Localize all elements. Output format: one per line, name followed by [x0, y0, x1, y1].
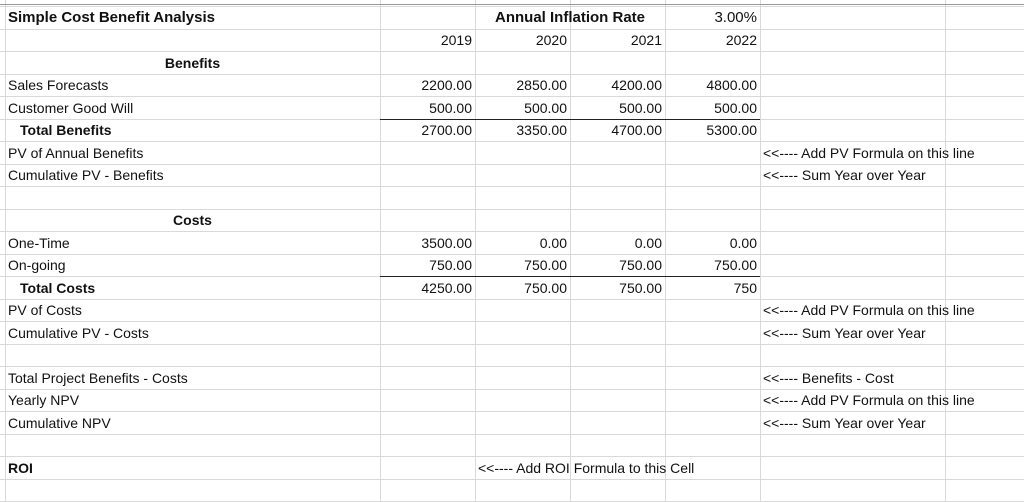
cell: 2020: [535, 32, 567, 48]
cell: 5300.00: [706, 122, 757, 138]
grid-line: [0, 186, 1024, 187]
cell: ROI: [8, 459, 33, 476]
cell: 2850.00: [516, 77, 567, 93]
grid-line: [5, 0, 6, 502]
cell: 4800.00: [706, 77, 757, 93]
grid-line: [0, 4, 1024, 5]
grid-line: [0, 343, 1024, 345]
cell: 750.00: [714, 257, 757, 273]
cell: Yearly NPV: [8, 392, 80, 408]
grid-line: [945, 0, 946, 502]
cell: PV of Annual Benefits: [8, 144, 144, 161]
cell: <<---- Sum Year over Year: [763, 167, 926, 183]
cell: 750.00: [429, 257, 472, 273]
grid-line: [665, 0, 666, 502]
cell: 750.00: [524, 279, 567, 296]
cell: <<---- Add PV Formula on this line: [763, 302, 975, 318]
cell: Cumulative PV - Benefits: [8, 167, 164, 183]
cell: 500.00: [524, 99, 567, 116]
cell: <<---- Add ROI Formula to this Cell: [478, 459, 695, 476]
cell: 500.00: [429, 99, 472, 116]
border-line: [380, 276, 760, 277]
cell: PV of Costs: [8, 302, 82, 318]
grid-line: [380, 0, 381, 502]
grid-line: [0, 298, 1024, 300]
cell: Annual Inflation Rate: [495, 8, 645, 26]
cell: 2700.00: [421, 122, 472, 138]
cell: 3500.00: [421, 234, 472, 251]
grid-line: [0, 411, 1024, 412]
grid-line: [0, 96, 1024, 97]
grid-line: [0, 208, 1024, 210]
cell: 0.00: [539, 234, 567, 251]
grid-line: [0, 51, 1024, 52]
cell: <<---- Add PV Formula on this line: [763, 144, 975, 161]
cell: 4250.00: [421, 279, 472, 296]
cell: 3350.00: [516, 122, 567, 138]
grid-line: [475, 0, 476, 502]
cell: 750.00: [524, 257, 567, 273]
cell: 2021: [630, 32, 662, 48]
cell: Costs: [173, 212, 212, 228]
cell: Sales Forecasts: [8, 77, 109, 93]
grid-line: [760, 0, 761, 502]
cell: On-going: [8, 257, 66, 273]
grid-line: [0, 321, 1024, 322]
grid-line: [0, 366, 1024, 367]
cell: 500.00: [619, 99, 662, 116]
cell: Total Benefits: [20, 122, 112, 138]
cell: Cumulative NPV: [8, 414, 111, 431]
grid-line: [0, 28, 1024, 30]
cell: <<---- Sum Year over Year: [763, 324, 926, 341]
grid-line: [0, 433, 1024, 435]
cell: 500.00: [714, 99, 757, 116]
cell: 4200.00: [611, 77, 662, 93]
cell: Total Costs: [20, 279, 96, 296]
cell: Customer Good Will: [8, 99, 134, 116]
grid-line: [0, 456, 1024, 457]
grid-line: [0, 388, 1024, 390]
cell: Total Project Benefits - Costs: [8, 369, 188, 386]
cell: 2019: [440, 32, 472, 48]
cell: <<---- Benefits - Cost: [763, 369, 894, 386]
cell: 0.00: [729, 234, 757, 251]
cell: 0.00: [634, 234, 662, 251]
grid-line: [0, 231, 1024, 232]
cell: Simple Cost Benefit Analysis: [8, 8, 215, 26]
cell: 4700.00: [611, 122, 662, 138]
grid-line: [0, 478, 1024, 480]
grid-line: [0, 253, 1024, 255]
border-line: [380, 118, 760, 120]
cell: Benefits: [164, 54, 221, 71]
cell: 750.00: [619, 279, 662, 296]
cell: Cumulative PV - Costs: [8, 324, 149, 341]
cell: 750: [733, 279, 757, 296]
cell: <<---- Add PV Formula on this line: [763, 392, 975, 408]
grid-line: [0, 163, 1024, 165]
grid-line: [0, 73, 1024, 75]
cell: 750.00: [619, 257, 662, 273]
cell: One-Time: [8, 234, 70, 251]
cell: 3.00%: [714, 8, 757, 26]
grid-line: [0, 141, 1024, 142]
cell: 2022: [725, 32, 757, 48]
cell: 2200.00: [421, 77, 472, 93]
cell: <<---- Sum Year over Year: [763, 414, 926, 431]
grid-line: [570, 0, 571, 502]
grid-line: [0, 6, 1024, 7]
